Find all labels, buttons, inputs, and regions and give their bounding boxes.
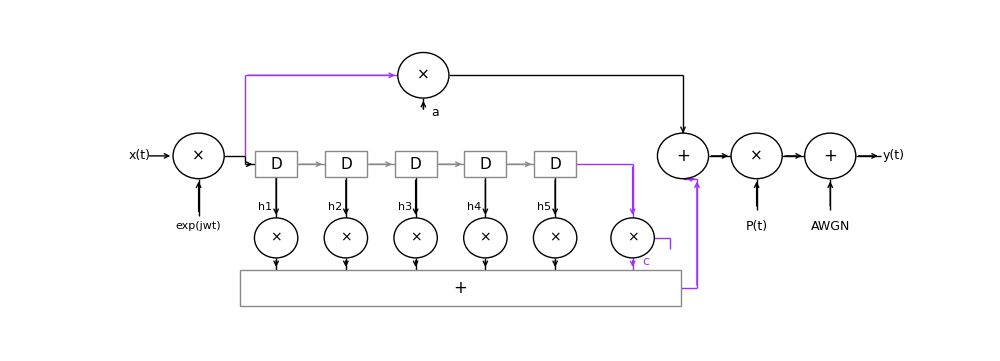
Text: D: D [270,157,282,172]
Bar [255,151,297,178]
Text: ×: × [340,231,352,245]
Bar [325,151,367,178]
Text: P(t): P(t) [746,220,768,233]
Text: h2: h2 [328,202,342,212]
Ellipse shape [254,218,298,258]
Text: ×: × [410,231,421,245]
Text: ×: × [627,231,638,245]
Text: ×: × [192,148,205,164]
Text: h3: h3 [398,202,412,212]
Text: D: D [549,157,561,172]
Text: ×: × [480,231,491,245]
Text: x(t): x(t) [129,149,151,162]
Text: +: + [676,147,690,165]
Text: D: D [480,157,491,172]
Ellipse shape [731,133,782,179]
Ellipse shape [611,218,654,258]
Ellipse shape [173,133,224,179]
Bar [240,270,681,306]
Ellipse shape [324,218,368,258]
Text: a: a [431,106,439,119]
Text: D: D [410,157,422,172]
Text: ×: × [750,148,763,164]
Text: y(t): y(t) [883,149,905,162]
Text: c: c [643,255,650,268]
Text: +: + [454,279,468,297]
Text: AWGN: AWGN [811,220,850,233]
Bar [534,151,576,178]
Text: +: + [823,147,837,165]
Ellipse shape [464,218,507,258]
Text: h5: h5 [537,202,551,212]
Text: h4: h4 [467,202,482,212]
Text: h1: h1 [258,202,272,212]
Ellipse shape [398,52,449,98]
Ellipse shape [394,218,437,258]
Text: ×: × [417,68,430,83]
Ellipse shape [657,133,709,179]
Text: D: D [340,157,352,172]
Ellipse shape [533,218,577,258]
Text: exp(jwt): exp(jwt) [176,221,221,231]
Bar [395,151,437,178]
Text: ×: × [549,231,561,245]
Ellipse shape [805,133,856,179]
Bar [464,151,506,178]
Text: ×: × [270,231,282,245]
